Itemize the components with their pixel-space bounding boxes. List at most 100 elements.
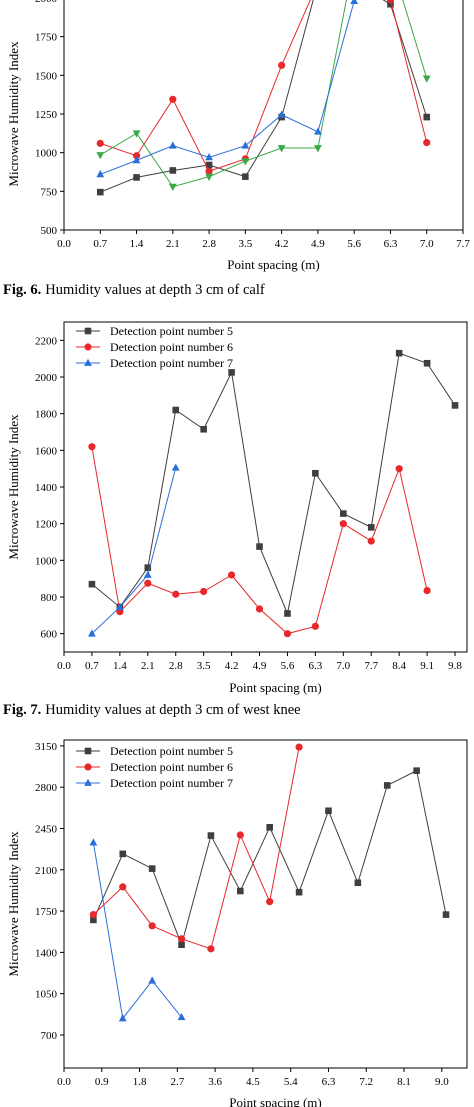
x-tick-label: 3.5 <box>238 238 252 250</box>
y-tick-label: 600 <box>41 629 58 641</box>
legend-label: Detection point number 5 <box>110 324 233 338</box>
x-tick-label: 2.8 <box>202 238 216 250</box>
x-tick-label: 7.7 <box>456 238 470 250</box>
data-point <box>227 571 236 579</box>
legend-item: Detection point number 7 <box>76 356 233 370</box>
data-point <box>144 579 152 587</box>
x-tick-label: 6.3 <box>309 660 323 672</box>
figure-7-text: Humidity values at depth 3 cm of west kn… <box>45 702 301 718</box>
y-tick-label: 1200 <box>35 519 58 531</box>
data-point <box>367 537 375 545</box>
y-axis-label: Microwave Humidity Index <box>6 831 21 977</box>
data-point <box>423 113 431 121</box>
data-point <box>172 590 180 598</box>
x-tick-label: 4.2 <box>225 660 239 672</box>
data-point <box>88 629 96 637</box>
data-point <box>88 580 96 588</box>
data-point <box>383 782 391 789</box>
data-point <box>295 888 303 896</box>
data-point <box>169 167 177 174</box>
y-tick-label: 500 <box>41 225 58 237</box>
legend-label: Detection point number 7 <box>110 356 233 370</box>
legend-marker <box>84 778 92 786</box>
plot-area <box>89 743 450 1022</box>
x-tick-label: 2.8 <box>169 660 183 672</box>
legend-label: Detection point number 7 <box>110 776 233 790</box>
y-tick-label: 1000 <box>35 148 58 160</box>
legend-item: Detection point number 6 <box>76 340 233 354</box>
y-tick-label: 2100 <box>35 865 58 877</box>
data-point <box>266 898 274 906</box>
y-tick-label: 700 <box>41 1030 58 1042</box>
x-tick-label: 0.7 <box>93 238 107 250</box>
data-point <box>96 188 104 196</box>
y-tick-label: 1750 <box>35 32 58 44</box>
data-point <box>119 850 127 858</box>
y-tick-label: 1000 <box>35 555 58 567</box>
legend-item: Detection point number 5 <box>76 744 233 758</box>
data-point <box>90 916 97 924</box>
data-point <box>395 349 403 357</box>
y-tick-label: 1800 <box>35 409 58 421</box>
data-point <box>171 463 180 471</box>
legend-marker <box>84 327 92 335</box>
legend-label: Detection point number 5 <box>110 744 233 758</box>
series-line <box>93 746 300 950</box>
data-point <box>325 807 332 815</box>
series-line <box>100 0 428 172</box>
data-point <box>177 1012 186 1021</box>
x-tick-label: 2.1 <box>166 238 180 250</box>
data-point <box>413 767 420 774</box>
x-tick-label: 7.2 <box>359 1076 373 1088</box>
data-point <box>277 110 286 118</box>
chart-1: 0.0 0.7 1.4 2.1 2.8 3.5 4.2 4.9 5.6 6.3 7.0 7.7 500 7… <box>6 0 470 272</box>
data-point <box>205 153 213 161</box>
x-tick-label: 7.0 <box>336 660 350 672</box>
x-tick-label: 8.4 <box>392 660 406 672</box>
figure-7-caption: Fig. 7. Humidity values at depth 3 cm of … <box>3 702 301 719</box>
data-point <box>278 61 286 69</box>
data-point <box>228 369 235 376</box>
data-point <box>283 630 292 638</box>
x-axis-label: Point spacing (m) <box>227 257 319 272</box>
data-point <box>115 602 124 610</box>
data-point <box>266 824 273 831</box>
y-tick-label: 1400 <box>35 947 58 959</box>
data-point <box>205 173 213 181</box>
x-axis-label: Point spacing (m) <box>229 680 321 695</box>
data-point <box>148 922 156 930</box>
figure-7-label: Fig. 7. <box>3 702 42 718</box>
data-point <box>423 359 431 367</box>
data-point <box>96 139 104 147</box>
data-point <box>169 95 177 103</box>
data-point <box>177 935 186 943</box>
y-tick-label: 2000 <box>35 372 58 384</box>
data-point <box>237 887 244 895</box>
data-point <box>168 183 177 191</box>
data-point <box>96 152 105 160</box>
data-point <box>132 130 141 138</box>
y-tick-label: 1750 <box>35 906 58 918</box>
data-point <box>168 141 177 149</box>
legend-marker <box>84 343 92 351</box>
data-point <box>340 510 347 517</box>
data-point <box>132 156 141 164</box>
y-axis-label: Microwave Humidity Index <box>6 41 21 187</box>
data-point <box>207 832 215 839</box>
x-tick-label: 0.0 <box>57 1076 71 1088</box>
data-point <box>423 586 431 595</box>
data-point <box>255 605 264 613</box>
series-line <box>100 0 428 193</box>
data-point <box>277 145 286 153</box>
plot-area <box>96 0 431 196</box>
data-point <box>367 524 375 531</box>
data-point <box>314 127 322 135</box>
data-point <box>148 865 156 872</box>
x-tick-label: 9.0 <box>435 1076 449 1088</box>
data-point <box>256 543 263 550</box>
x-tick-label: 5.6 <box>281 660 295 672</box>
legend-marker <box>84 358 92 366</box>
y-tick-label: 2450 <box>35 823 58 835</box>
series-line <box>100 0 428 188</box>
x-tick-label: 5.6 <box>347 238 361 250</box>
